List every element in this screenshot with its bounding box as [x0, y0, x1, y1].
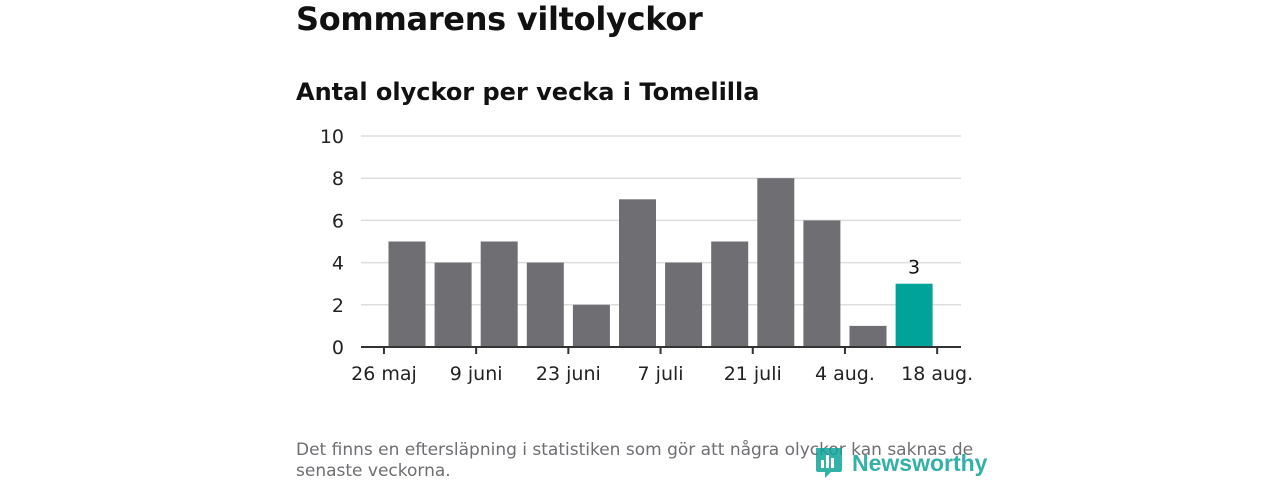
bar — [572, 304, 610, 347]
x-tick-label: 23 juni — [536, 363, 601, 385]
y-tick-label: 4 — [332, 253, 344, 275]
bar — [388, 241, 426, 347]
bar — [526, 262, 564, 347]
newsworthy-logo-icon — [816, 448, 842, 478]
x-tick-label: 4 aug. — [815, 363, 875, 385]
bar — [665, 262, 703, 347]
bar — [711, 241, 749, 347]
x-tick-label: 18 aug. — [901, 363, 973, 385]
footnote: Det finns en eftersläpning i statistiken… — [296, 440, 974, 481]
chart-subtitle: Antal olyckor per vecka i Tomelilla — [296, 78, 760, 106]
bar — [849, 325, 887, 347]
bar — [757, 178, 795, 347]
x-tick-label: 9 juni — [450, 363, 503, 385]
bar — [619, 199, 656, 347]
chart-title: Sommarens viltolyckor — [296, 0, 703, 38]
y-tick-label: 10 — [320, 126, 344, 148]
bar — [480, 241, 518, 347]
logo-text: Newsworthy — [852, 449, 988, 476]
bar — [895, 283, 933, 347]
data-label: 3 — [908, 257, 920, 279]
x-tick-label: 26 maj — [351, 363, 417, 385]
y-tick-label: 2 — [332, 295, 344, 317]
y-tick-label: 0 — [332, 337, 344, 359]
x-tick-label: 21 juli — [724, 363, 782, 385]
bar — [434, 262, 472, 347]
y-tick-label: 6 — [332, 210, 344, 232]
x-tick-label: 7 juli — [638, 363, 684, 385]
newsworthy-logo: Newsworthy — [814, 446, 987, 480]
y-tick-label: 8 — [332, 168, 344, 190]
bar — [803, 220, 841, 347]
